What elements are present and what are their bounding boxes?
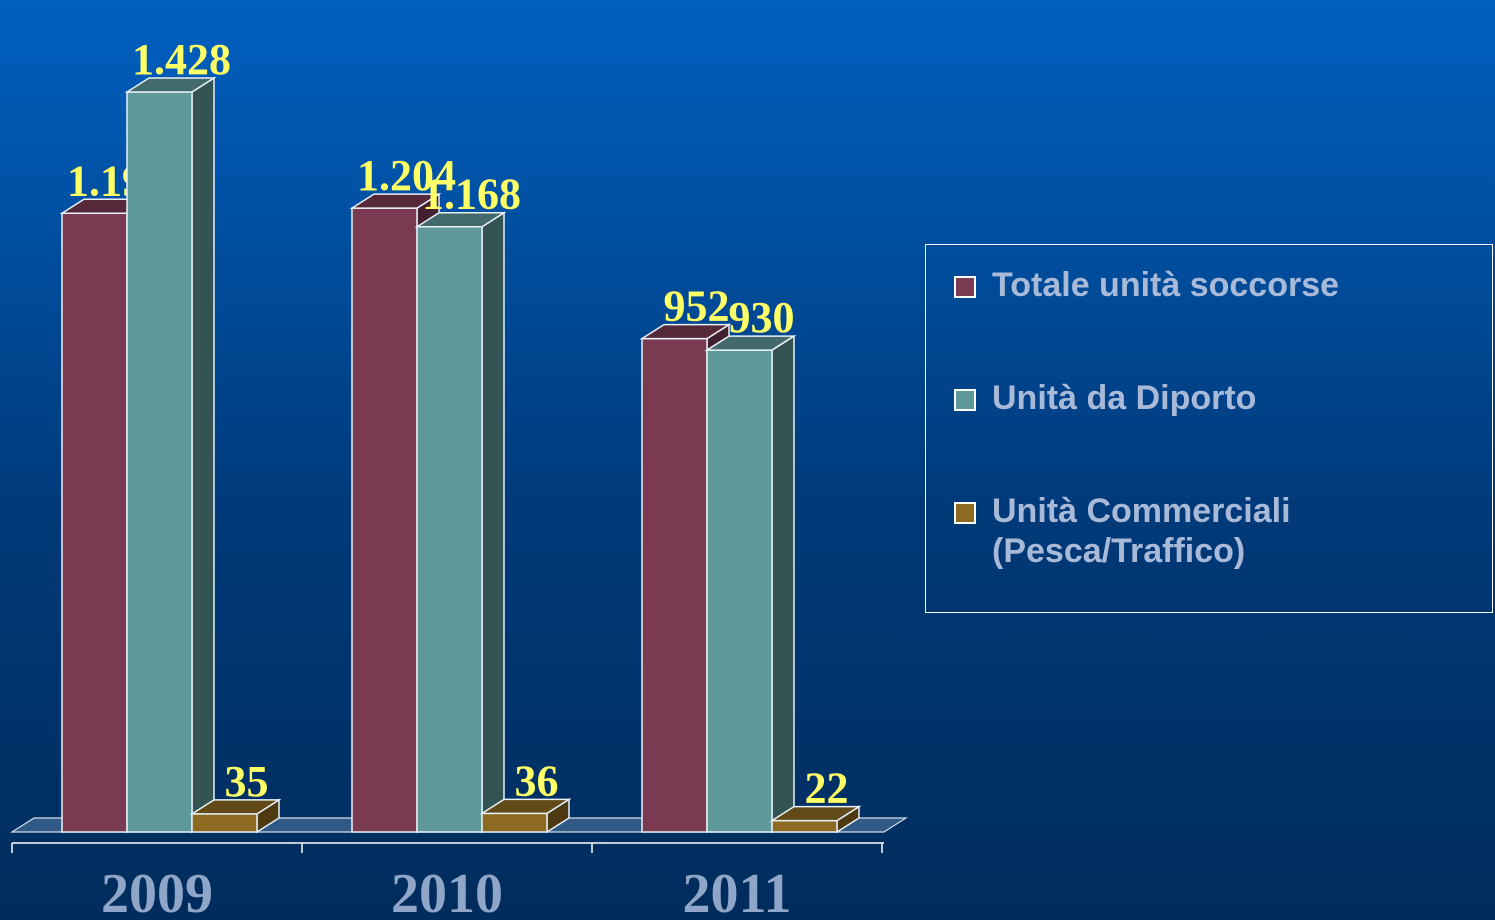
bar <box>351 207 418 833</box>
value-label: 930 <box>729 293 795 342</box>
legend: Totale unità soccorse Unità da Diporto Uni… <box>925 244 1493 613</box>
legend-entry: Totale unità soccorse <box>954 265 1432 305</box>
bar-side <box>481 211 505 834</box>
legend-label: Unità da Diporto <box>992 379 1257 417</box>
x-tick-label: 2009 <box>101 863 213 920</box>
bar <box>641 337 708 833</box>
legend-label: Unità Commerciali (Pesca/Traffico) <box>992 492 1291 570</box>
value-label: 1.204 <box>357 151 456 200</box>
legend-swatch <box>954 389 976 411</box>
bar-top <box>704 335 797 351</box>
bar <box>61 212 128 833</box>
legend-entry: Unità Commerciali (Pesca/Traffico) <box>954 491 1432 571</box>
bar <box>481 812 548 833</box>
bar-top <box>479 798 572 815</box>
bar <box>126 91 193 833</box>
legend-swatch <box>954 502 976 524</box>
bar-top <box>639 323 732 340</box>
bar-top <box>769 805 862 822</box>
bar-top <box>124 77 217 93</box>
bar-side <box>771 334 795 834</box>
x-tick-label: 2011 <box>683 863 792 920</box>
value-label: 1.428 <box>132 35 231 84</box>
legend-label: Totale unità soccorse <box>992 266 1340 304</box>
bar-top <box>349 193 442 209</box>
bar <box>771 819 838 833</box>
bar-top <box>414 211 507 228</box>
value-label: 952 <box>664 282 730 331</box>
value-label: 35 <box>225 757 269 806</box>
legend-entry: Unità da Diporto <box>954 378 1432 418</box>
value-label: 1.168 <box>422 170 521 219</box>
legend-swatch <box>954 276 976 298</box>
bar <box>706 349 773 833</box>
bar-top <box>189 799 282 815</box>
x-tick-label: 2010 <box>391 863 503 920</box>
bar-side <box>191 76 215 834</box>
bar <box>191 813 258 833</box>
value-label: 36 <box>515 756 559 805</box>
value-label: 22 <box>805 764 849 813</box>
bar <box>416 225 483 833</box>
